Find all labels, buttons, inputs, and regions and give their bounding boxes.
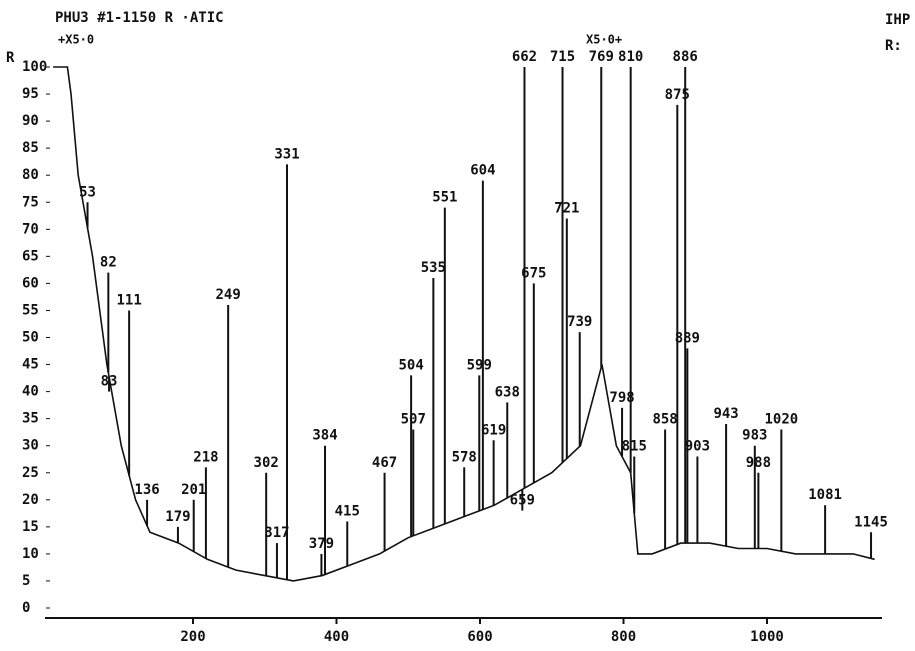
peak-label: 467 <box>372 455 397 471</box>
peak-label: 886 <box>673 49 698 65</box>
y-tick-label: 25 <box>22 465 39 481</box>
chart-title: PHU3 #1-1150 R ·ATIC <box>55 10 224 26</box>
y-tick-label: 50 <box>22 330 39 346</box>
peak-label: 302 <box>254 455 279 471</box>
scale-note: +X5·0 <box>58 33 94 47</box>
y-tick-label: 75 <box>22 194 39 210</box>
y-tick-label: 70 <box>22 221 39 237</box>
peak-label: 507 <box>401 411 426 427</box>
y-tick-label: 95 <box>22 86 39 102</box>
peak-label: 201 <box>181 482 206 498</box>
x-tick-label: 400 <box>324 629 349 645</box>
peak-label: 619 <box>481 422 506 438</box>
peak-label: 1145 <box>854 514 888 530</box>
y-tick-label: 15 <box>22 519 39 535</box>
peak-label: 721 <box>554 200 579 216</box>
peak-label: 179 <box>165 509 190 525</box>
header-note: IHP <box>885 12 910 28</box>
header-note: R: <box>885 38 902 54</box>
peak-label: 136 <box>134 482 159 498</box>
y-tick-label: 100 <box>22 59 47 75</box>
peak-label: 604 <box>470 163 495 179</box>
peak-label: 983 <box>742 428 767 444</box>
y-tick-label: 40 <box>22 384 39 400</box>
y-tick-label: 55 <box>22 302 39 318</box>
peak-label: 551 <box>432 190 457 206</box>
y-tick-label: 35 <box>22 411 39 427</box>
peak-label: 249 <box>216 287 241 303</box>
x-tick-label: 1000 <box>750 629 784 645</box>
y-tick-label: 20 <box>22 492 39 508</box>
peak-label: 53 <box>79 184 96 200</box>
peak-label: 535 <box>421 260 446 276</box>
peak-label: 578 <box>452 449 477 465</box>
peak-label: 739 <box>567 314 592 330</box>
y-tick-label: 80 <box>22 167 39 183</box>
x-tick-label: 800 <box>611 629 636 645</box>
peak-label: 1020 <box>764 411 798 427</box>
peak-label: 111 <box>116 292 141 308</box>
y-tick-label: 45 <box>22 357 39 373</box>
scale-note: X5·0+ <box>586 33 622 47</box>
peak-label: 415 <box>335 503 360 519</box>
y-tick-label: 90 <box>22 113 39 129</box>
peak-label: 599 <box>467 357 492 373</box>
y-tick-label: 5 <box>22 573 30 589</box>
peak-label: 798 <box>609 390 634 406</box>
peak-label: 875 <box>665 87 690 103</box>
peak-label: 218 <box>193 449 218 465</box>
peak-label: 988 <box>746 455 771 471</box>
peak-label: 659 <box>510 493 535 509</box>
peak-label: 903 <box>685 439 710 455</box>
x-tick-label: 600 <box>467 629 492 645</box>
peak-label: 384 <box>312 428 337 444</box>
peak-label: 810 <box>618 49 643 65</box>
peak-label: 715 <box>550 49 575 65</box>
spectrum-envelope <box>53 66 875 582</box>
peak-label: 504 <box>398 357 423 373</box>
y-tick-label: 60 <box>22 275 39 291</box>
peak-label: 662 <box>512 49 537 65</box>
x-tick-label: 200 <box>180 629 205 645</box>
y-axis-label: R <box>6 50 15 66</box>
peak-label: 675 <box>521 265 546 281</box>
y-tick-label: 65 <box>22 248 39 264</box>
peak-label: 943 <box>713 406 738 422</box>
peak-label: 858 <box>652 411 677 427</box>
peak-label: 317 <box>264 525 289 541</box>
peak-label: 82 <box>100 255 117 271</box>
peak-label: 331 <box>274 146 299 162</box>
peak-label: 769 <box>589 49 614 65</box>
peak-label: 1081 <box>808 487 842 503</box>
peak-label: 815 <box>622 439 647 455</box>
peak-label: 889 <box>675 330 700 346</box>
peak-label: 379 <box>309 536 334 552</box>
y-tick-label: 10 <box>22 546 39 562</box>
y-tick-label: 0 <box>22 600 30 616</box>
peak-label: 638 <box>495 384 520 400</box>
y-tick-label: 30 <box>22 438 39 454</box>
peak-label: 83 <box>101 374 118 390</box>
y-tick-label: 85 <box>22 140 39 156</box>
